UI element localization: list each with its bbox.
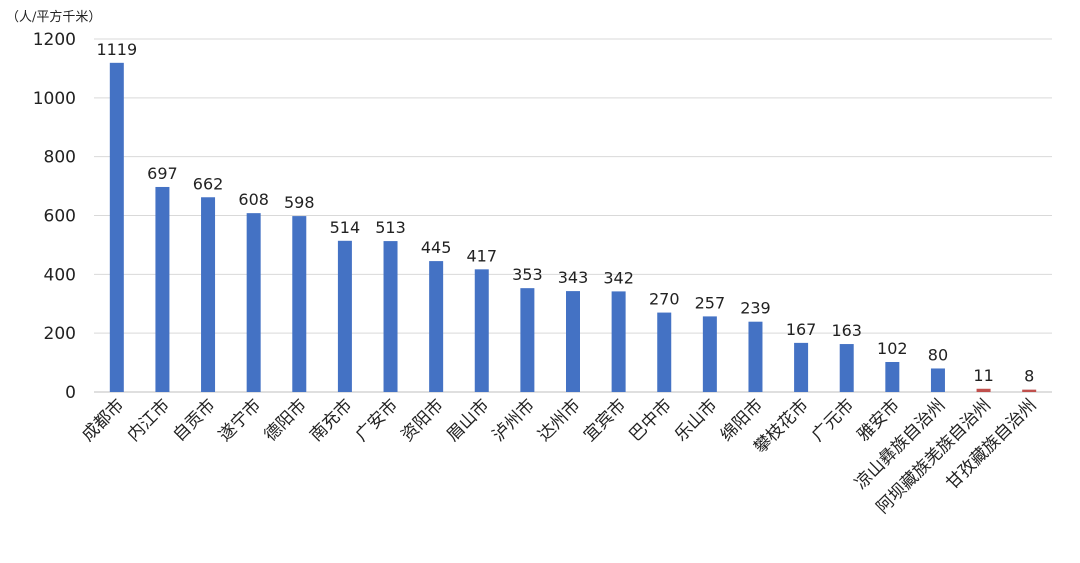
y-unit-label: （人/平方千米） bbox=[6, 10, 102, 25]
x-tick-label: 巴中市 bbox=[626, 395, 676, 445]
data-label: 514 bbox=[330, 218, 361, 237]
bar bbox=[839, 344, 854, 392]
y-tick-label: 600 bbox=[44, 207, 76, 227]
bars bbox=[109, 62, 1037, 392]
data-label: 697 bbox=[147, 164, 178, 183]
x-tick-label: 乐山市 bbox=[671, 395, 721, 445]
bar bbox=[337, 240, 352, 392]
data-label: 343 bbox=[558, 268, 589, 287]
data-label: 342 bbox=[603, 268, 634, 287]
y-axis-ticks: 0 200 400 600 800 1000 1200 bbox=[33, 30, 76, 403]
x-tick-label: 南充市 bbox=[306, 395, 356, 445]
x-tick-label: 达州市 bbox=[534, 395, 584, 445]
data-label: 8 bbox=[1024, 367, 1034, 386]
bar bbox=[201, 197, 216, 392]
bar bbox=[1022, 389, 1037, 392]
data-label: 598 bbox=[284, 193, 315, 212]
bar bbox=[794, 342, 809, 392]
x-axis-labels: 成都市内江市自贡市遂宁市德阳市南充市广安市资阳市眉山市泸州市达州市宜宾市巴中市乐… bbox=[78, 395, 1041, 517]
y-tick-label: 200 bbox=[44, 324, 76, 344]
x-tick-label: 广安市 bbox=[352, 395, 402, 445]
y-tick-label: 800 bbox=[44, 148, 76, 168]
bar bbox=[109, 62, 124, 392]
bar bbox=[155, 186, 170, 392]
data-label: 11 bbox=[973, 366, 993, 385]
data-label: 662 bbox=[193, 174, 224, 193]
y-tick-label: 400 bbox=[44, 265, 76, 285]
y-tick-label: 0 bbox=[65, 383, 76, 403]
x-tick-label: 遂宁市 bbox=[215, 395, 265, 445]
x-tick-label: 眉山市 bbox=[443, 395, 493, 445]
data-label: 102 bbox=[877, 339, 908, 358]
data-label: 608 bbox=[238, 190, 269, 209]
bar bbox=[566, 291, 580, 392]
bar bbox=[976, 388, 991, 392]
x-tick-label: 广元市 bbox=[808, 395, 858, 445]
data-label: 257 bbox=[695, 293, 726, 312]
y-tick-label: 1200 bbox=[33, 30, 76, 50]
x-tick-label: 自贡市 bbox=[169, 395, 219, 445]
y-tick-label: 1000 bbox=[33, 89, 76, 109]
data-label: 239 bbox=[740, 299, 771, 318]
bar bbox=[429, 261, 444, 392]
data-labels: 1119 697 662 608 598 514 513 445 417 353 343 342 270… bbox=[96, 40, 1034, 386]
bar bbox=[474, 269, 489, 392]
bar bbox=[292, 216, 307, 392]
bar bbox=[885, 361, 900, 392]
data-label: 163 bbox=[831, 321, 862, 340]
data-label: 417 bbox=[466, 246, 497, 265]
bar bbox=[702, 316, 717, 392]
x-tick-label: 资阳市 bbox=[397, 395, 447, 445]
data-label: 167 bbox=[786, 320, 817, 339]
bar bbox=[611, 291, 626, 392]
bar bbox=[246, 213, 261, 392]
bar bbox=[657, 312, 672, 392]
data-label: 80 bbox=[928, 345, 948, 364]
bar bbox=[930, 368, 945, 392]
bar bbox=[748, 321, 763, 392]
data-label: 445 bbox=[421, 238, 452, 257]
data-label: 1119 bbox=[96, 40, 137, 59]
data-label: 513 bbox=[375, 218, 406, 237]
data-label: 270 bbox=[649, 290, 680, 309]
bar bbox=[520, 288, 535, 392]
x-tick-label: 宜宾市 bbox=[580, 395, 630, 445]
x-tick-label: 成都市 bbox=[78, 395, 128, 445]
x-tick-label: 德阳市 bbox=[261, 395, 311, 445]
x-tick-label: 泸州市 bbox=[489, 395, 539, 445]
x-tick-label: 内江市 bbox=[124, 395, 174, 445]
bar bbox=[383, 241, 398, 392]
data-label: 353 bbox=[512, 265, 543, 284]
